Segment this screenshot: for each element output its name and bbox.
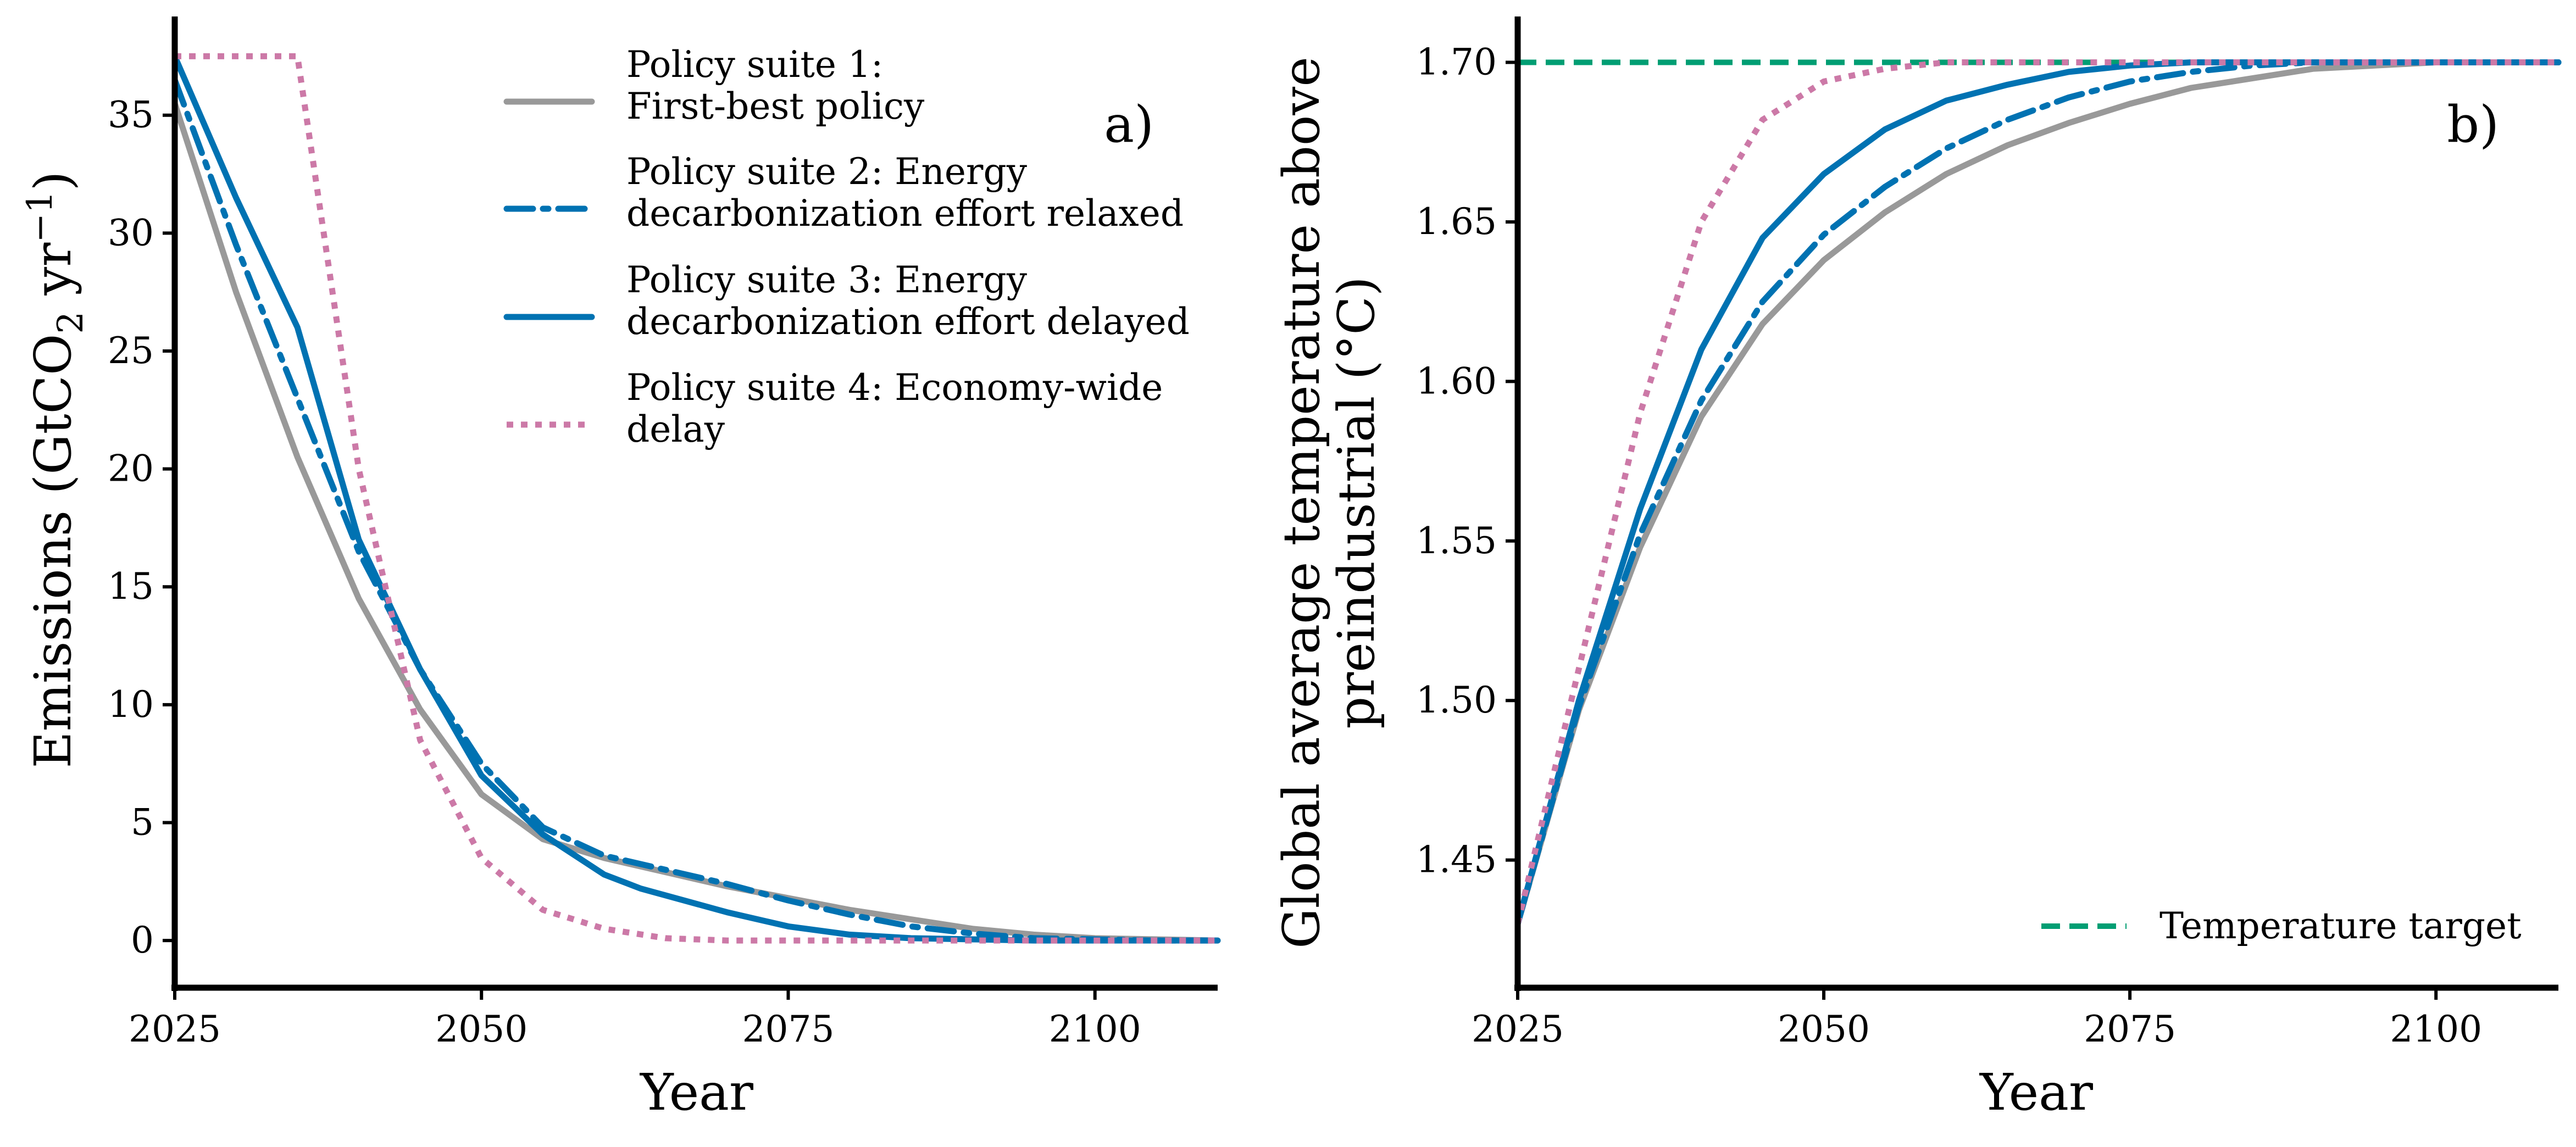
panel-a-y-axis-title: Emissions (GtCO2 yr−1) — [20, 171, 91, 768]
panel-a-x-tick-label: 2100 — [1049, 1008, 1141, 1050]
panel-a-y-tick-label: 25 — [108, 330, 154, 372]
panel-a-x-axis-title: Year — [639, 1063, 753, 1122]
panel-a-y-tick-label: 0 — [131, 919, 154, 961]
panel-b-y-tick-label: 1.55 — [1416, 520, 1497, 562]
panel-b-y-axis-title-line-2: preindustrial (°C) — [1327, 276, 1386, 728]
panel-b-y-axis-title: Global average temperature abovepreindus… — [1272, 57, 1386, 949]
panel-b-y-tick-label: 1.45 — [1416, 839, 1497, 881]
panel-b-series-line-suite4 — [1514, 59, 2558, 925]
panel-b-x-axis-title: Year — [1979, 1063, 2093, 1122]
panel-a-x-tick-label: 2050 — [435, 1008, 528, 1050]
panel-a-y-axis-title-superscript: −1 — [20, 191, 60, 242]
panel-a-legend-label-suite4-line-2: delay — [626, 408, 725, 450]
panel-a-legend-label-suite2-line-1: Policy suite 2: Energy — [626, 151, 1028, 193]
panel-a-y-tick-label: 15 — [108, 565, 154, 608]
panel-a-legend: Policy suite 1:First-best policy Policy s… — [503, 43, 1190, 450]
panel-a-x-tick-label: 2075 — [742, 1008, 834, 1050]
panel-b-y-tick-label: 1.60 — [1416, 360, 1497, 402]
panel-a-x-tick-label: 2025 — [129, 1008, 221, 1050]
panel-a-series — [171, 53, 1221, 944]
panel-a-y-tick-label: 30 — [108, 211, 154, 254]
panel-b-y-tick-label: 1.65 — [1416, 201, 1497, 243]
panel-a-y-tick-label: 35 — [108, 94, 154, 136]
panel-b-y-tick-label: 1.50 — [1416, 679, 1497, 721]
panel-b-series-line-suite2 — [1514, 59, 2562, 927]
panel-b-series — [1514, 59, 2562, 927]
panel-b-temperature: 1.45 1.50 1.55 1.60 1.65 1.70 2025 2050 2075 2100… — [1272, 16, 2562, 1122]
panel-a-y-axis-title-subscript: 2 — [51, 311, 91, 334]
panel-b-ticks: 1.45 1.50 1.55 1.60 1.65 1.70 2025 2050 2075 2100 — [1416, 41, 2482, 1050]
panel-b-x-tick-label: 2025 — [1472, 1008, 1564, 1050]
panel-b-series-line-suite1 — [1514, 59, 2562, 927]
panel-a-legend-label-suite3-line-1: Policy suite 3: Energy — [626, 259, 1028, 301]
panel-a-y-axis-title-mid: yr — [24, 243, 82, 311]
panel-b-axes — [1514, 16, 2558, 991]
panel-a-legend-label-suite1-line-2: First-best policy — [626, 85, 925, 127]
panel-a-legend-label-suite2-line-2: decarbonization effort relaxed — [626, 192, 1184, 235]
panel-a-label: a) — [1104, 95, 1154, 154]
panel-a-series-line-suite4 — [175, 53, 1218, 944]
panel-a-y-axis-title-main: Emissions (GtCO — [24, 334, 82, 769]
panel-b-label: b) — [2447, 95, 2499, 154]
panel-a-axes — [171, 16, 1218, 991]
panel-a-legend-label-suite1-line-1: Policy suite 1: — [626, 43, 883, 86]
panel-a-y-tick-label: 20 — [108, 448, 154, 490]
panel-b-y-tick-label: 1.70 — [1416, 41, 1497, 83]
panel-a-y-tick-label: 10 — [108, 683, 154, 726]
panel-b-legend: Temperature target — [2041, 905, 2522, 947]
panel-b-series-line-suite3 — [1514, 59, 2562, 927]
panel-b-x-tick-label: 2075 — [2084, 1008, 2176, 1050]
panel-a-y-axis-title-end: ) — [24, 171, 82, 191]
panel-a-series-line-suite3 — [171, 53, 1221, 944]
panel-b-x-tick-label: 2050 — [1778, 1008, 1870, 1050]
panel-a-y-tick-label: 5 — [131, 801, 154, 844]
panel-b-x-tick-label: 2100 — [2390, 1008, 2482, 1050]
panel-a-legend-label-suite3-line-2: decarbonization effort delayed — [626, 300, 1190, 343]
panel-b-y-axis-title-line-1: Global average temperature above — [1272, 57, 1331, 949]
panel-b-legend-label-target: Temperature target — [2159, 905, 2522, 947]
panel-a-legend-label-suite4-line-1: Policy suite 4: Economy-wide — [626, 366, 1163, 409]
